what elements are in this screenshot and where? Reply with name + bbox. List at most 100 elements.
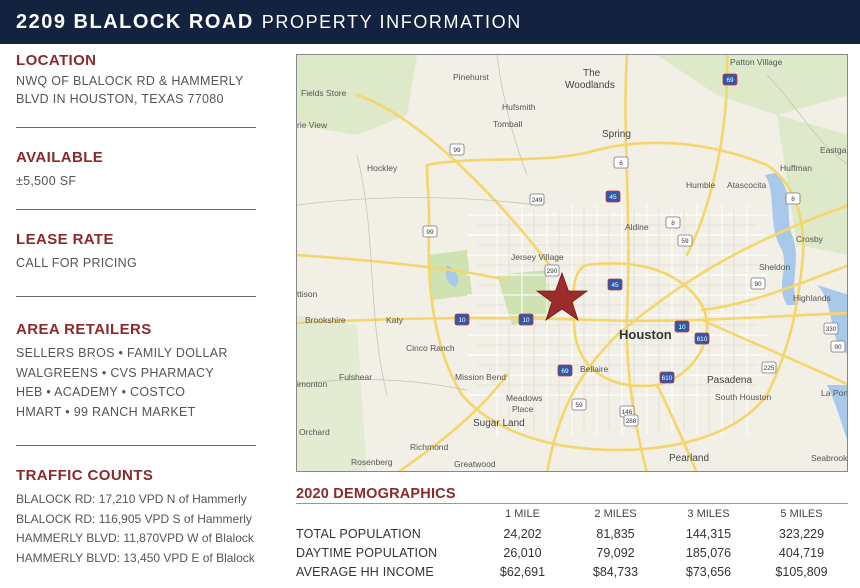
retailer-line: HMART • 99 RANCH MARKET (16, 404, 196, 419)
divider (16, 127, 256, 128)
highway-shield: 330 (823, 322, 839, 335)
highway-shield: 10 (674, 320, 690, 333)
lease-rate-title: LEASE RATE (16, 231, 114, 248)
map-label: Atascocita (727, 180, 766, 190)
column-header: 3 MILES (687, 508, 730, 520)
svg-text:45: 45 (611, 282, 619, 289)
map-label: Humble (686, 180, 716, 190)
table-cell: 404,719 (778, 545, 825, 560)
map-label: imonton (297, 379, 328, 389)
table-cell: 24,202 (503, 526, 542, 541)
svg-text:59: 59 (575, 402, 583, 409)
divider (16, 445, 256, 446)
map-label: Pearland (669, 453, 709, 464)
svg-text:10: 10 (522, 317, 530, 324)
table-cell: 26,010 (503, 545, 542, 560)
divider (16, 296, 256, 297)
svg-text:69: 69 (726, 77, 734, 84)
highway-shield: 249 (529, 193, 545, 206)
traffic-line: HAMMERLY BLVD: 11,870VPD W of Blalock (16, 531, 254, 545)
svg-text:10: 10 (678, 324, 686, 331)
demographics-title: 2020 DEMOGRAPHICS (296, 486, 848, 504)
location-title: LOCATION (16, 52, 97, 69)
table-cell: 185,076 (685, 545, 732, 560)
table-row: TOTAL POPULATION 24,202 81,835 144,315 3… (296, 524, 848, 543)
highway-shield: 59 (571, 398, 587, 411)
map-label: Pinehurst (453, 72, 490, 82)
highway-shield: 10 (454, 313, 470, 326)
map-label: Aldine (625, 222, 649, 232)
column-header: 1 MILE (505, 508, 540, 520)
available-section: AVAILABLE ±5,500 SF (16, 149, 266, 190)
svg-text:610: 610 (662, 375, 673, 382)
highway-shield: 10 (518, 313, 534, 326)
svg-text:290: 290 (547, 268, 558, 275)
svg-text:6: 6 (619, 160, 623, 167)
highway-shield: 99 (422, 225, 438, 238)
row-label: DAYTIME POPULATION (296, 545, 438, 560)
page-header: 2209 BLALOCK ROAD PROPERTY INFORMATION (0, 0, 860, 44)
table-cell: 144,315 (685, 526, 732, 541)
traffic-counts-title: TRAFFIC COUNTS (16, 467, 154, 484)
map-label: Seabrook (811, 453, 848, 463)
map-label: Jersey Village (511, 252, 564, 262)
svg-text:330: 330 (826, 326, 837, 333)
map-label: Fulshear (339, 372, 372, 382)
svg-text:90: 90 (834, 344, 842, 351)
lease-rate-section: LEASE RATE CALL FOR PRICING (16, 231, 266, 272)
table-cell: 323,229 (778, 526, 825, 541)
table-cell: 79,092 (596, 545, 635, 560)
highway-shield: 610 (694, 332, 710, 345)
highway-shield: 288 (623, 414, 639, 427)
svg-text:225: 225 (764, 365, 775, 372)
row-label: AVERAGE HH INCOME (296, 564, 434, 579)
available-title: AVAILABLE (16, 149, 104, 166)
traffic-line: HAMMERLY BLVD: 13,450 VPD E of Blalock (16, 550, 255, 565)
map-label: Sugar Land (473, 418, 525, 429)
location-line-1: NWQ OF BLALOCK RD & HAMMERLY (16, 74, 244, 88)
map-label: Crosby (796, 234, 824, 244)
map-label: Katy (386, 315, 404, 325)
map-label: Huffman (780, 163, 812, 173)
svg-text:10: 10 (458, 317, 466, 324)
highway-shield: 8 (665, 216, 681, 229)
map-label: Woodlands (565, 80, 615, 91)
map-label: Rosenberg (351, 457, 393, 467)
map-canvas: Patton Village Pinehurst The Woodlands F… (297, 55, 848, 471)
highway-shield: 6 (613, 156, 629, 169)
map-label: Pasadena (707, 375, 752, 386)
highway-shield: 99 (449, 143, 465, 156)
demographics-table: 1 MILE 2 MILES 3 MILES 5 MILES TOTAL POP… (296, 507, 848, 581)
highway-shield: 290 (544, 264, 560, 277)
map-label: Patton Village (730, 57, 783, 67)
map-label: Cinco Ranch (406, 343, 455, 353)
highway-shield: 225 (761, 361, 777, 374)
divider (16, 209, 256, 210)
highway-shield: 610 (659, 371, 675, 384)
map-label: South Houston (715, 392, 772, 402)
area-map[interactable]: Patton Village Pinehurst The Woodlands F… (296, 54, 848, 472)
svg-text:8: 8 (791, 196, 795, 203)
row-label: TOTAL POPULATION (296, 526, 421, 541)
highway-shield: 69 (557, 364, 573, 377)
map-label: Hufsmith (502, 102, 536, 112)
map-label: Eastga (820, 145, 847, 155)
lease-rate-value: CALL FOR PRICING (16, 256, 138, 270)
property-location-star (535, 271, 589, 322)
map-label: Meadows (506, 393, 542, 403)
map-label: Hockley (367, 163, 398, 173)
table-cell: $62,691 (499, 564, 546, 579)
map-label: Richmond (410, 442, 449, 452)
table-cell: $105,809 (775, 564, 828, 579)
svg-text:99: 99 (426, 229, 434, 236)
map-label: Place (512, 404, 534, 414)
retailer-line: WALGREENS • CVS PHARMACY (16, 365, 214, 380)
area-retailers-title: AREA RETAILERS (16, 321, 152, 338)
map-label: La Port (821, 388, 848, 398)
map-label: Tomball (493, 119, 522, 129)
table-cell: $73,656 (685, 564, 732, 579)
property-address: 2209 BLALOCK ROAD (16, 10, 254, 33)
available-value: ±5,500 SF (16, 174, 77, 188)
map-label: ttison (297, 289, 318, 299)
svg-text:59: 59 (681, 238, 689, 245)
